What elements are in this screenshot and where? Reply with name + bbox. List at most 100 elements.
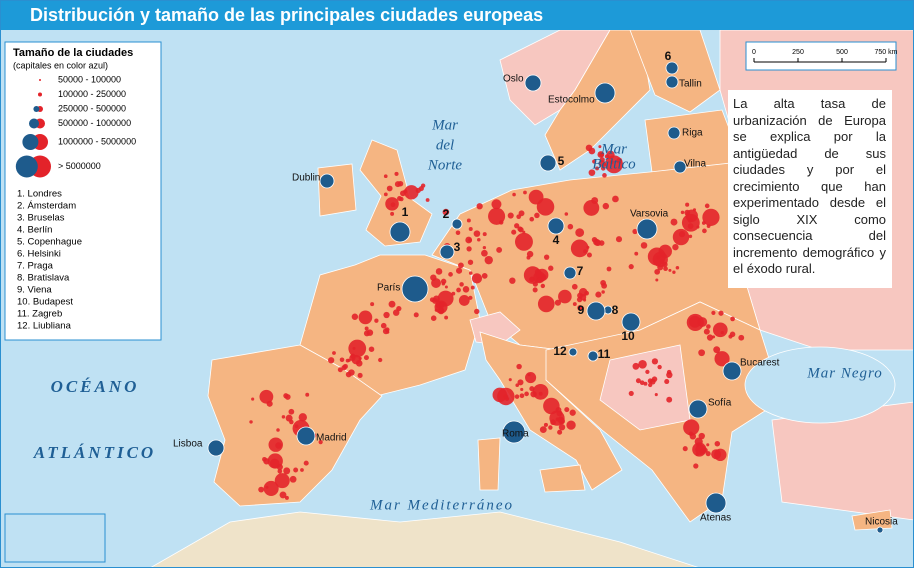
city-label: Lisboa — [173, 439, 203, 450]
capital-circle — [722, 361, 742, 381]
legend-title: Tamaño de la ciudades — [13, 47, 133, 59]
city-dot — [504, 396, 510, 401]
city-dot — [657, 264, 664, 271]
city-dot — [640, 242, 648, 249]
city-label: París — [377, 283, 400, 294]
city-dot — [543, 397, 560, 415]
map-number: 8 — [612, 303, 619, 317]
city-dot — [539, 426, 547, 434]
capital-circle — [502, 420, 526, 444]
city-dot — [438, 302, 445, 309]
city-dot — [554, 299, 562, 306]
city-dot — [543, 422, 548, 427]
capital-circle — [665, 75, 679, 89]
city-dot — [339, 357, 345, 363]
sea-label: Mar Negro — [806, 365, 883, 381]
city-label: Madrid — [316, 433, 347, 444]
city-dot — [386, 185, 393, 192]
city-dot — [588, 169, 596, 176]
city-dot — [432, 297, 438, 304]
city-dot — [289, 475, 297, 483]
sea-label: Báltico — [592, 156, 636, 172]
sea-label: ATLÁNTICO — [33, 443, 156, 462]
city-dot — [514, 394, 520, 399]
city-dot — [470, 285, 475, 290]
map-number: 12 — [553, 344, 567, 358]
city-dot — [358, 356, 362, 360]
capital-circle — [665, 61, 679, 75]
capital-circle — [401, 275, 429, 303]
city-dot — [466, 246, 472, 252]
city-dot — [682, 446, 688, 452]
city-dot — [635, 378, 641, 384]
city-dot — [516, 214, 522, 220]
city-dot — [512, 192, 516, 197]
city-label: Bucarest — [740, 358, 780, 369]
city-dot — [276, 428, 280, 432]
city-dot — [337, 367, 343, 373]
city-dot — [467, 259, 474, 265]
capital-circle — [563, 266, 577, 280]
city-dot — [615, 236, 623, 243]
city-dot — [380, 322, 387, 329]
city-dot — [557, 429, 563, 435]
city-dot — [465, 236, 473, 244]
city-dot — [430, 274, 437, 281]
city-dot — [263, 480, 279, 496]
city-dot — [281, 415, 286, 419]
legend-symbol — [38, 92, 42, 97]
city-dot — [441, 281, 446, 286]
city-dot — [357, 372, 363, 379]
city-dot — [706, 324, 711, 329]
city-dot — [558, 423, 566, 431]
city-dot — [364, 326, 369, 331]
city-dot — [657, 364, 662, 370]
city-dot — [534, 212, 540, 219]
city-dot — [702, 228, 707, 234]
capital-circle — [587, 350, 599, 362]
city-dot — [687, 218, 693, 223]
city-dot — [345, 358, 350, 363]
map-number: 5 — [558, 154, 565, 168]
city-dot — [390, 211, 395, 216]
city-dot — [394, 171, 399, 176]
city-dot — [481, 272, 488, 279]
city-dot — [515, 383, 519, 387]
city-dot — [518, 227, 524, 233]
city-dot — [583, 199, 600, 216]
capital-circle — [539, 154, 557, 172]
legend-symbol — [39, 79, 41, 81]
city-dot — [704, 203, 710, 209]
capital-circle — [524, 74, 542, 92]
city-dot — [651, 376, 658, 382]
map-number: 3 — [454, 240, 461, 254]
city-dot — [458, 262, 464, 269]
city-dot — [595, 291, 602, 298]
capital-list-item: 2. Ámsterdam — [17, 201, 76, 212]
map-number: 11 — [598, 347, 611, 361]
city-dot — [455, 267, 463, 274]
city-dot — [566, 420, 576, 430]
city-label: Estocolmo — [548, 95, 595, 106]
city-dot — [706, 224, 711, 229]
city-dot — [692, 208, 697, 212]
city-dot — [507, 212, 514, 219]
capital-list-item: 12. Liubliana — [17, 321, 72, 332]
note-box — [728, 90, 892, 288]
city-dot — [663, 266, 668, 272]
city-dot — [564, 407, 570, 413]
capital-list-item: 1. Londres — [17, 189, 62, 200]
city-dot — [444, 285, 448, 289]
capital-list-item: 7. Praga — [17, 261, 54, 272]
legend-symbol — [15, 155, 38, 178]
city-label: Varsovia — [630, 209, 669, 220]
capital-circle — [688, 399, 708, 419]
city-dot — [702, 208, 720, 226]
city-dot — [698, 432, 705, 440]
city-dot — [595, 166, 600, 171]
city-dot — [680, 210, 685, 215]
city-dot — [303, 460, 309, 466]
city-dot — [575, 228, 585, 237]
